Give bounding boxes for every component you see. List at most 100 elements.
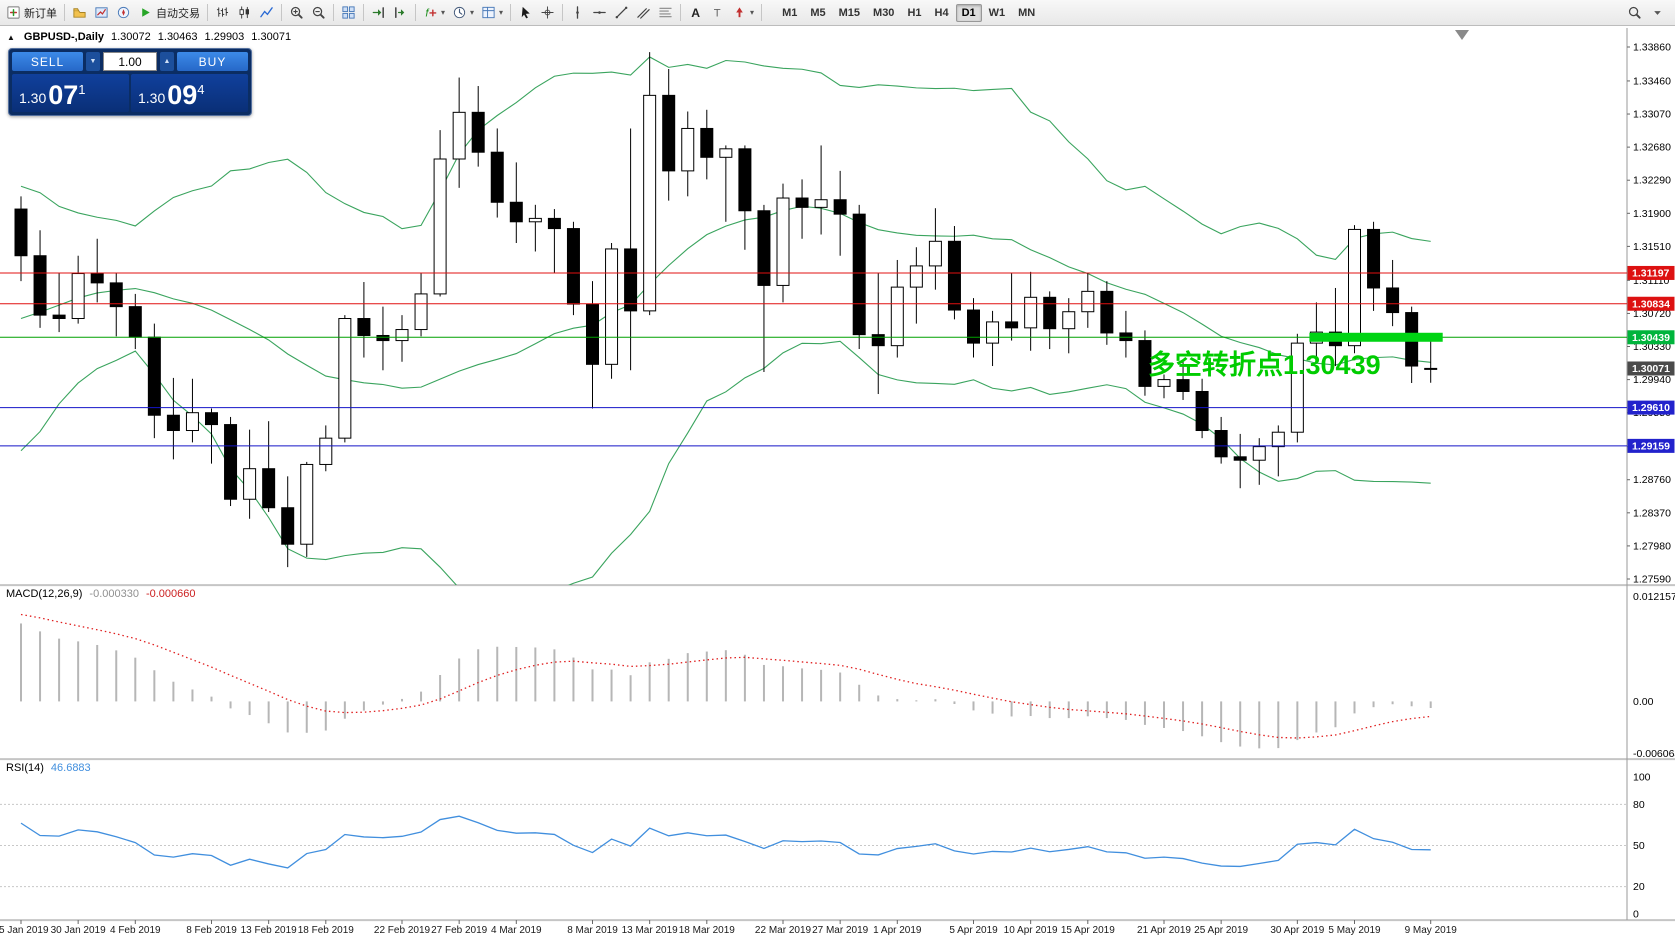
text-label-icon: T xyxy=(710,5,725,20)
candle-body xyxy=(833,199,847,215)
candlestick-chart-button[interactable] xyxy=(234,2,255,23)
turning-point-highlight[interactable] xyxy=(1309,332,1443,342)
timeframe-mn-button[interactable]: MN xyxy=(1018,6,1036,19)
tile-windows-button[interactable] xyxy=(338,2,359,23)
chart-shift-button[interactable] xyxy=(390,2,411,23)
profiles-button[interactable] xyxy=(69,2,90,23)
rsi-name: RSI(14) xyxy=(6,762,44,774)
text-button[interactable]: A xyxy=(685,2,706,23)
price-axis[interactable]: 1.33860 1.33460 1.33070 1.32680 1.32290 1.319… xyxy=(1627,42,1675,586)
bar-chart-button[interactable] xyxy=(212,2,233,23)
turning-point-annotation[interactable]: 多空转折点1.30439 xyxy=(1148,349,1381,380)
date-tick-label: 4 Mar 2019 xyxy=(491,925,542,936)
search-button[interactable] xyxy=(1624,2,1645,23)
volume-decrease-button[interactable]: ▼ xyxy=(86,52,100,71)
date-tick-label: 25 Jan 2019 xyxy=(0,925,49,936)
indicator-axis[interactable]: 0.012157 0.00 -0.006064 100 80 50 20 0 xyxy=(1633,591,1675,921)
candle-body xyxy=(243,468,257,500)
candle-body xyxy=(643,94,657,312)
timeframe-m15-button[interactable]: M15 xyxy=(838,6,861,19)
price-marker-label: 1.30834 xyxy=(1632,298,1670,310)
horizontal-line-button[interactable] xyxy=(589,2,610,23)
candle-body xyxy=(795,197,809,208)
date-tick-label: 27 Feb 2019 xyxy=(431,925,488,936)
price-marker-label: 1.31197 xyxy=(1632,267,1670,279)
timeframe-m5-button[interactable]: M5 xyxy=(810,6,826,19)
date-tick-label: 8 Feb 2019 xyxy=(186,925,237,936)
chart-shift-marker-icon[interactable] xyxy=(1455,30,1469,40)
timeframe-h4-button[interactable]: H4 xyxy=(934,6,949,19)
navigator-button[interactable] xyxy=(113,2,134,23)
date-tick-label: 8 Mar 2019 xyxy=(567,925,618,936)
market-watch-icon xyxy=(94,5,109,20)
candle-body xyxy=(1176,379,1190,392)
candle-body xyxy=(890,286,904,347)
volume-input[interactable] xyxy=(103,52,157,71)
periods-button[interactable]: ▾ xyxy=(449,2,477,23)
sell-button[interactable]: SELL xyxy=(12,52,83,71)
text-icon: A xyxy=(688,5,703,20)
zoom-out-button[interactable] xyxy=(308,2,329,23)
date-tick-label: 13 Mar 2019 xyxy=(622,925,679,936)
buy-button[interactable]: BUY xyxy=(177,52,248,71)
rsi-label: RSI(14) 46.6883 xyxy=(6,762,91,774)
market-watch-button[interactable] xyxy=(91,2,112,23)
price-marker-box xyxy=(1627,330,1675,345)
price-marker-box xyxy=(1627,296,1675,311)
volume-increase-button[interactable]: ▲ xyxy=(160,52,174,71)
svg-text:A: A xyxy=(691,6,700,20)
timeframe-d1-button[interactable]: D1 xyxy=(955,3,982,22)
candle-body xyxy=(909,265,923,288)
text-label-button[interactable]: T xyxy=(707,2,728,23)
indicators-button[interactable]: f ▾ xyxy=(420,2,448,23)
svg-text:f: f xyxy=(425,8,430,20)
auto-scroll-button[interactable] xyxy=(368,2,389,23)
vertical-line-button[interactable] xyxy=(567,2,588,23)
date-tick-label: 30 Jan 2019 xyxy=(51,925,106,936)
one-click-collapse-icon[interactable]: ▲ xyxy=(7,32,15,42)
rsi-line xyxy=(20,815,1431,869)
ohlc-high: 1.30463 xyxy=(157,31,198,43)
cursor-button[interactable] xyxy=(515,2,536,23)
sell-price[interactable]: 1.30 07 1 xyxy=(12,74,129,112)
price-tick-label: 1.29940 xyxy=(1633,374,1671,386)
vertical-line-icon xyxy=(570,5,585,20)
bollinger-upper-line xyxy=(20,56,1431,260)
zoom-in-button[interactable] xyxy=(286,2,307,23)
line-chart-button[interactable] xyxy=(256,2,277,23)
trendline-button[interactable] xyxy=(611,2,632,23)
templates-button[interactable]: ▾ xyxy=(478,2,506,23)
fibonacci-button[interactable] xyxy=(655,2,676,23)
date-tick-label: 21 Apr 2019 xyxy=(1137,925,1191,936)
candle-body xyxy=(1043,296,1057,330)
rsi-scale-label: 100 xyxy=(1633,772,1651,784)
auto-trading-button[interactable]: 自动交易 xyxy=(135,2,203,23)
rsi-scale-label: 20 xyxy=(1633,881,1645,893)
price-marker-label: 1.29610 xyxy=(1632,402,1670,414)
timeframe-m30-button[interactable]: M30 xyxy=(873,6,895,19)
crosshair-button[interactable] xyxy=(537,2,558,23)
macd-name: MACD(12,26,9) xyxy=(6,588,83,600)
candle-body xyxy=(33,255,47,316)
toolbar-separator xyxy=(680,4,682,21)
price-tick-label: 1.31900 xyxy=(1633,208,1671,220)
toolbar-button-label: 新订单 xyxy=(24,7,57,20)
macd-scale-label: 0.012157 xyxy=(1633,591,1675,603)
new-order-button[interactable]: 新订单 xyxy=(3,2,60,23)
dropdown-button[interactable] xyxy=(1647,2,1668,23)
arrow-objects-button[interactable]: ▾ xyxy=(729,2,757,23)
date-tick-label: 5 May 2019 xyxy=(1328,925,1381,936)
chevron-down-icon: ▾ xyxy=(499,8,504,17)
auto-trading-icon xyxy=(138,5,153,20)
timeframe-h1-button[interactable]: H1 xyxy=(907,6,922,19)
candle-body xyxy=(1424,367,1438,370)
channel-button[interactable] xyxy=(633,2,654,23)
rsi-value: 46.6883 xyxy=(50,762,91,774)
macd-label: MACD(12,26,9) -0.000330 -0.000660 xyxy=(6,588,196,600)
timeframe-m1-button[interactable]: M1 xyxy=(782,6,798,19)
buy-price[interactable]: 1.30 09 4 xyxy=(131,74,248,112)
timeframe-w1-button[interactable]: W1 xyxy=(988,6,1006,19)
